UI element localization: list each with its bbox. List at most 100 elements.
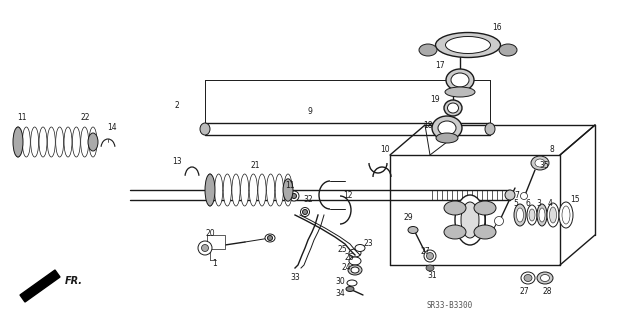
Ellipse shape: [432, 116, 462, 140]
Ellipse shape: [547, 203, 559, 227]
Text: 33: 33: [290, 273, 300, 283]
Ellipse shape: [539, 208, 545, 222]
Text: 3: 3: [536, 198, 541, 207]
Ellipse shape: [426, 253, 433, 259]
Ellipse shape: [541, 275, 550, 281]
Ellipse shape: [202, 244, 209, 251]
Ellipse shape: [351, 267, 359, 273]
Ellipse shape: [205, 174, 215, 206]
Text: 9: 9: [308, 108, 312, 116]
Ellipse shape: [301, 207, 310, 217]
Ellipse shape: [89, 127, 97, 157]
Text: 24: 24: [341, 263, 351, 272]
Ellipse shape: [347, 280, 357, 286]
Ellipse shape: [303, 210, 307, 214]
Ellipse shape: [474, 201, 496, 215]
Ellipse shape: [408, 226, 418, 234]
Text: 4: 4: [548, 198, 552, 207]
Text: 26: 26: [344, 254, 354, 263]
Text: FR.: FR.: [65, 276, 83, 286]
Ellipse shape: [349, 249, 361, 257]
Ellipse shape: [455, 195, 485, 245]
Ellipse shape: [559, 202, 573, 228]
Ellipse shape: [214, 174, 223, 206]
Ellipse shape: [72, 127, 80, 157]
Text: 20: 20: [205, 228, 215, 238]
Ellipse shape: [451, 73, 469, 87]
Ellipse shape: [265, 234, 275, 242]
Text: 17: 17: [435, 61, 445, 70]
Text: 11: 11: [17, 114, 27, 122]
Ellipse shape: [31, 127, 38, 157]
Text: 7: 7: [515, 190, 520, 199]
Ellipse shape: [13, 127, 23, 157]
Text: 27: 27: [519, 287, 529, 296]
Ellipse shape: [550, 207, 557, 223]
Text: 16: 16: [492, 24, 502, 33]
Text: SR33-B3300: SR33-B3300: [427, 300, 473, 309]
Ellipse shape: [505, 190, 515, 200]
Ellipse shape: [444, 201, 466, 215]
Ellipse shape: [438, 121, 456, 135]
Text: 22: 22: [80, 114, 90, 122]
Text: 25: 25: [337, 244, 347, 254]
Ellipse shape: [419, 44, 437, 56]
Ellipse shape: [461, 202, 479, 238]
Ellipse shape: [520, 192, 527, 199]
Ellipse shape: [424, 250, 436, 262]
Text: 35: 35: [539, 160, 549, 169]
Ellipse shape: [346, 286, 354, 292]
Ellipse shape: [291, 194, 296, 198]
Text: 31: 31: [427, 271, 437, 279]
Ellipse shape: [56, 127, 63, 157]
Text: 13: 13: [172, 158, 182, 167]
Ellipse shape: [232, 174, 240, 206]
Ellipse shape: [275, 174, 284, 206]
Ellipse shape: [514, 204, 526, 226]
Ellipse shape: [445, 36, 490, 54]
Ellipse shape: [436, 133, 458, 143]
Text: 23: 23: [363, 240, 373, 249]
Ellipse shape: [200, 123, 210, 135]
Ellipse shape: [349, 257, 361, 265]
Text: 10: 10: [380, 145, 390, 154]
Ellipse shape: [435, 33, 500, 57]
Ellipse shape: [474, 225, 496, 239]
Ellipse shape: [499, 44, 517, 56]
Ellipse shape: [241, 174, 249, 206]
Ellipse shape: [537, 204, 547, 226]
Ellipse shape: [524, 275, 532, 281]
Ellipse shape: [446, 69, 474, 91]
Ellipse shape: [445, 87, 475, 97]
Text: 28: 28: [542, 287, 552, 296]
Ellipse shape: [198, 241, 212, 255]
Ellipse shape: [535, 159, 545, 167]
Ellipse shape: [444, 225, 466, 239]
Ellipse shape: [81, 127, 88, 157]
Text: 18: 18: [423, 121, 433, 130]
Ellipse shape: [223, 174, 232, 206]
Text: 15: 15: [570, 196, 580, 204]
Ellipse shape: [521, 272, 535, 284]
Ellipse shape: [268, 235, 273, 241]
Text: 14: 14: [107, 123, 117, 132]
Text: 6: 6: [525, 198, 531, 207]
Ellipse shape: [289, 191, 299, 201]
Text: 29: 29: [403, 213, 413, 222]
Ellipse shape: [39, 127, 47, 157]
Ellipse shape: [284, 174, 292, 206]
Ellipse shape: [88, 133, 98, 151]
Ellipse shape: [258, 174, 266, 206]
Text: 2: 2: [175, 100, 179, 109]
Ellipse shape: [562, 206, 570, 224]
Text: 5: 5: [513, 198, 518, 207]
Ellipse shape: [447, 103, 458, 113]
Ellipse shape: [266, 174, 275, 206]
Ellipse shape: [47, 127, 55, 157]
Ellipse shape: [531, 156, 549, 170]
Ellipse shape: [14, 127, 22, 157]
Ellipse shape: [485, 123, 495, 135]
Text: 8: 8: [550, 145, 554, 154]
Ellipse shape: [426, 265, 434, 271]
Ellipse shape: [516, 208, 524, 222]
